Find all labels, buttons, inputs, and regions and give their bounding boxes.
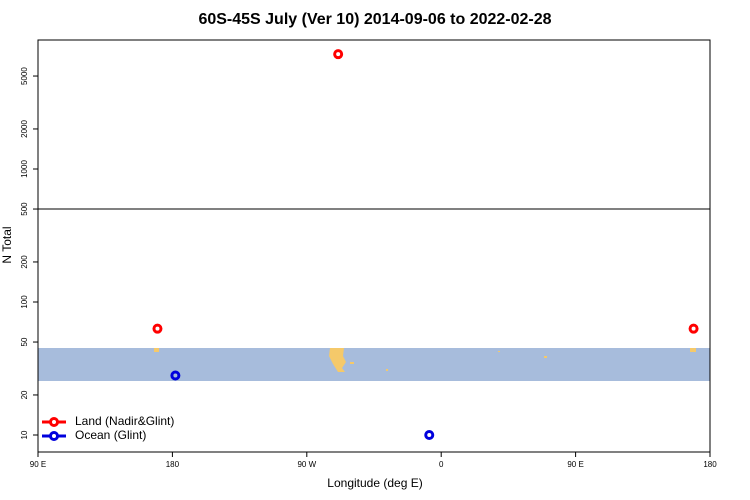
y-tick-label: 10 <box>20 430 29 439</box>
x-tick-label: 90 E <box>30 460 46 469</box>
land-shape <box>350 362 354 364</box>
point <box>333 49 344 60</box>
y-tick-label: 2000 <box>20 120 29 138</box>
chart-title: 60S-45S July (Ver 10) 2014-09-06 to 2022… <box>198 11 551 28</box>
legend-marker <box>49 417 59 427</box>
y-tick-label: 1000 <box>20 160 29 178</box>
x-tick-label: 180 <box>166 460 180 469</box>
point <box>152 323 163 334</box>
land-shape <box>690 348 696 352</box>
y-tick-label: 100 <box>20 295 29 309</box>
legend-label: Land (Nadir&Glint) <box>75 414 174 428</box>
land-shape <box>386 369 388 371</box>
point <box>688 323 699 334</box>
y-tick-label: 200 <box>20 255 29 269</box>
plot-frame <box>37 39 711 453</box>
map-background <box>38 348 710 381</box>
point <box>170 370 181 381</box>
y-tick-label: 5000 <box>20 67 29 85</box>
legend-label: Ocean (Glint) <box>75 428 146 442</box>
ocean-band <box>38 348 710 381</box>
y-axis-label: N Total <box>0 226 14 263</box>
point <box>424 429 435 440</box>
land-shape <box>544 356 547 358</box>
legend-marker <box>49 431 59 441</box>
land-shape <box>154 348 159 352</box>
x-tick-label: 0 <box>439 460 444 469</box>
x-tick-label: 180 <box>703 460 717 469</box>
y-tick-label: 50 <box>20 337 29 346</box>
y-tick-label: 20 <box>20 390 29 399</box>
x-axis-label: Longitude (deg E) <box>327 476 422 490</box>
land-shape <box>498 351 500 352</box>
land-shape <box>329 348 346 372</box>
x-tick-label: 90 W <box>297 460 316 469</box>
x-tick-label: 90 E <box>567 460 583 469</box>
y-tick-label: 500 <box>20 202 29 216</box>
